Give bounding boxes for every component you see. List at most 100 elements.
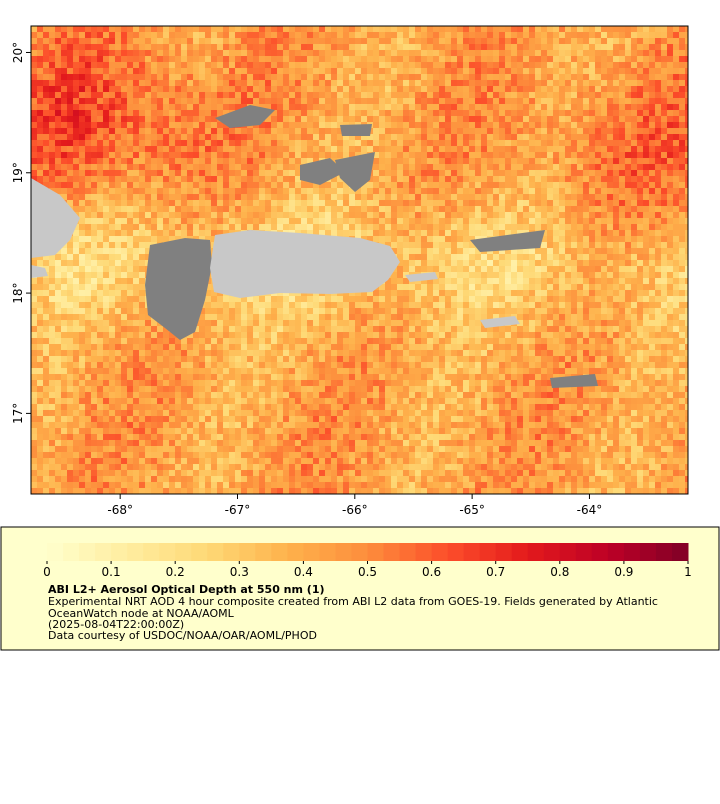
raster-cell — [661, 182, 667, 188]
raster-cell — [571, 68, 577, 74]
raster-cell — [73, 248, 79, 254]
raster-cell — [409, 32, 415, 38]
raster-cell — [385, 236, 391, 242]
raster-cell — [133, 86, 139, 92]
raster-cell — [61, 164, 67, 170]
raster-cell — [49, 86, 55, 92]
raster-cell — [175, 128, 181, 134]
raster-cell — [637, 242, 643, 248]
raster-cell — [331, 206, 337, 212]
raster-cell — [439, 152, 445, 158]
raster-cell — [115, 68, 121, 74]
raster-cell — [157, 116, 163, 122]
raster-cell — [637, 212, 643, 218]
raster-cell — [661, 284, 667, 290]
raster-cell — [265, 140, 271, 146]
raster-cell — [607, 50, 613, 56]
raster-cell — [463, 248, 469, 254]
raster-cell — [67, 128, 73, 134]
raster-cell — [289, 62, 295, 68]
raster-cell — [139, 38, 145, 44]
raster-cell — [589, 164, 595, 170]
raster-cell — [115, 176, 121, 182]
raster-cell — [613, 26, 619, 32]
raster-cell — [613, 200, 619, 206]
raster-cell — [613, 176, 619, 182]
raster-cell — [139, 44, 145, 50]
raster-cell — [175, 44, 181, 50]
raster-cell — [139, 110, 145, 116]
raster-cell — [79, 254, 85, 260]
raster-cell — [505, 140, 511, 146]
raster-cell — [43, 164, 49, 170]
raster-cell — [121, 134, 127, 140]
raster-cell — [535, 158, 541, 164]
raster-cell — [625, 134, 631, 140]
raster-cell — [355, 134, 361, 140]
raster-cell — [463, 104, 469, 110]
raster-cell — [85, 254, 91, 260]
raster-cell — [493, 140, 499, 146]
raster-cell — [595, 140, 601, 146]
raster-cell — [631, 176, 637, 182]
raster-cell — [625, 110, 631, 116]
raster-cell — [73, 206, 79, 212]
raster-cell — [307, 92, 313, 98]
raster-cell — [307, 74, 313, 80]
raster-cell — [187, 230, 193, 236]
raster-cell — [175, 56, 181, 62]
raster-cell — [115, 266, 121, 272]
raster-cell — [505, 212, 511, 218]
raster-cell — [199, 68, 205, 74]
raster-cell — [481, 134, 487, 140]
raster-cell — [439, 188, 445, 194]
raster-cell — [67, 152, 73, 158]
raster-cell — [355, 80, 361, 86]
raster-cell — [475, 230, 481, 236]
raster-cell — [181, 212, 187, 218]
raster-cell — [43, 80, 49, 86]
raster-cell — [391, 86, 397, 92]
raster-cell — [367, 200, 373, 206]
raster-cell — [565, 32, 571, 38]
raster-cell — [517, 92, 523, 98]
raster-cell — [229, 296, 235, 302]
raster-cell — [85, 236, 91, 242]
raster-cell — [55, 140, 61, 146]
raster-cell — [409, 170, 415, 176]
raster-cell — [187, 74, 193, 80]
raster-cell — [139, 158, 145, 164]
raster-cell — [451, 290, 457, 296]
raster-cell — [121, 68, 127, 74]
raster-cell — [619, 200, 625, 206]
raster-cell — [85, 158, 91, 164]
raster-cell — [91, 152, 97, 158]
raster-cell — [523, 200, 529, 206]
raster-cell — [631, 32, 637, 38]
raster-cell — [265, 116, 271, 122]
raster-cell — [469, 80, 475, 86]
raster-cell — [205, 152, 211, 158]
raster-cell — [181, 182, 187, 188]
raster-cell — [421, 266, 427, 272]
raster-cell — [523, 32, 529, 38]
raster-cell — [205, 32, 211, 38]
raster-cell — [595, 182, 601, 188]
raster-cell — [403, 50, 409, 56]
raster-cell — [433, 92, 439, 98]
raster-cell — [667, 104, 673, 110]
raster-cell — [673, 56, 679, 62]
raster-cell — [499, 188, 505, 194]
raster-cell — [625, 194, 631, 200]
raster-cell — [175, 74, 181, 80]
raster-cell — [577, 176, 583, 182]
raster-cell — [637, 218, 643, 224]
raster-cell — [541, 170, 547, 176]
raster-cell — [181, 92, 187, 98]
raster-cell — [439, 128, 445, 134]
raster-cell — [655, 260, 661, 266]
raster-cell — [91, 236, 97, 242]
raster-cell — [553, 272, 559, 278]
raster-cell — [517, 176, 523, 182]
raster-cell — [547, 218, 553, 224]
